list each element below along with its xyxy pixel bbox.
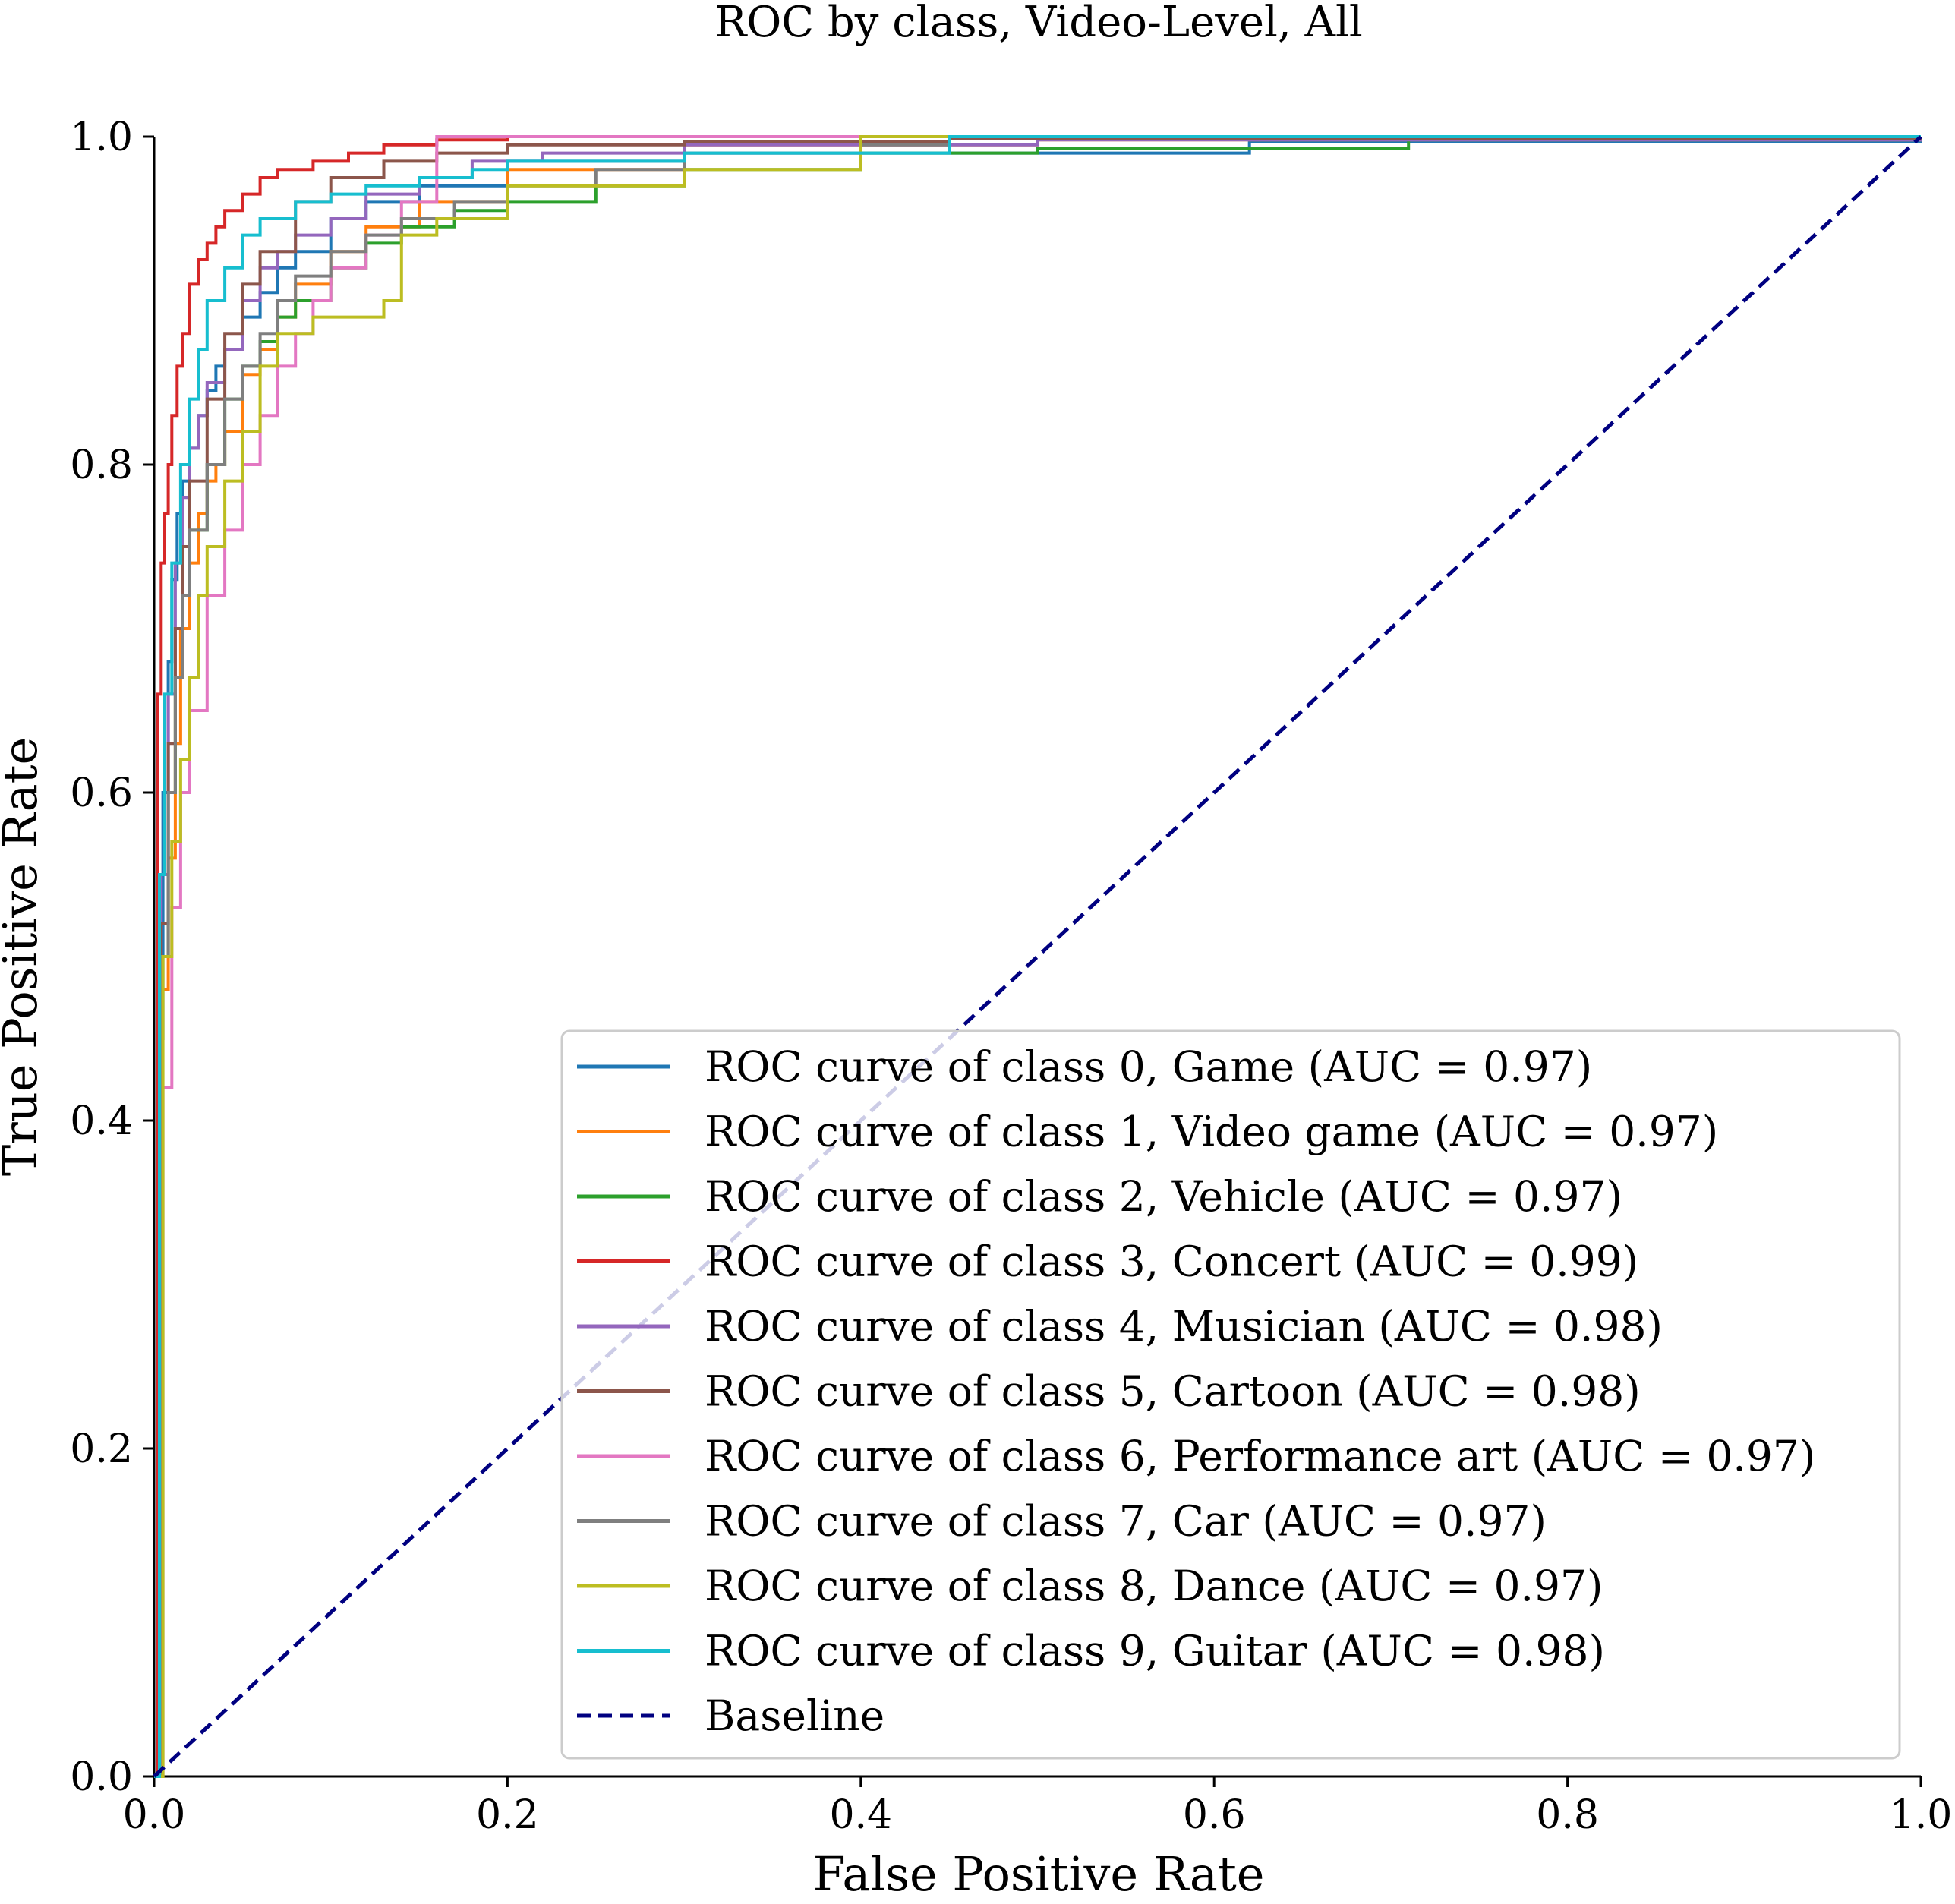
x-tick-label: 0.4 [829, 1792, 892, 1838]
x-tick-label: 0.8 [1536, 1792, 1599, 1838]
legend: ROC curve of class 0, Game (AUC = 0.97) R… [560, 1029, 1901, 1760]
series-line-class-3 [154, 135, 1921, 1778]
series-line-class-8 [154, 135, 1921, 1778]
legend-label: ROC curve of class 4, Musician (AUC = 0.… [705, 1302, 1663, 1351]
legend-label: ROC curve of class 2, Vehicle (AUC = 0.9… [705, 1172, 1622, 1221]
y-tick-label: 1.0 [70, 115, 133, 160]
chart-title: ROC by class, Video-Level, All [714, 0, 1363, 47]
series-line-class-7 [154, 135, 1921, 1778]
legend-label: ROC curve of class 7, Car (AUC = 0.97) [705, 1497, 1547, 1546]
y-ticks: 0.0 0.2 0.4 0.6 0.8 1.0 [70, 115, 154, 1800]
legend-label: ROC curve of class 8, Dance (AUC = 0.97) [705, 1562, 1603, 1610]
baseline-group [153, 135, 1922, 1778]
x-axis-label: False Positive Rate [813, 1846, 1265, 1902]
y-tick-label: 0.4 [70, 1099, 133, 1144]
legend-label: ROC curve of class 0, Game (AUC = 0.97) [705, 1042, 1592, 1091]
legend-label: ROC curve of class 1, Video game (AUC = … [705, 1108, 1718, 1156]
y-axis-label: True Positive Rate [0, 737, 48, 1176]
y-tick-label: 0.0 [70, 1754, 133, 1800]
y-tick-label: 0.6 [70, 771, 133, 816]
legend-frame [560, 1029, 1901, 1760]
x-tick-label: 1.0 [1890, 1792, 1953, 1838]
legend-label: Baseline [705, 1691, 884, 1740]
legend-label: ROC curve of class 9, Guitar (AUC = 0.98… [705, 1627, 1605, 1675]
x-tick-label: 0.6 [1183, 1792, 1246, 1838]
legend-label: ROC curve of class 5, Cartoon (AUC = 0.9… [705, 1367, 1641, 1416]
series-line-class-9 [154, 135, 1921, 1778]
series-line-class-5 [154, 137, 1922, 1778]
x-ticks: 0.0 0.2 0.4 0.6 0.8 1.0 [123, 1776, 1953, 1838]
legend-label: ROC curve of class 3, Concert (AUC = 0.9… [705, 1237, 1638, 1286]
baseline-line [153, 135, 1922, 1778]
y-tick-label: 0.8 [70, 443, 133, 488]
legend-label: ROC curve of class 6, Performance art (A… [705, 1432, 1815, 1480]
x-tick-label: 0.0 [123, 1792, 186, 1838]
series-group [154, 135, 1922, 1778]
x-tick-label: 0.2 [476, 1792, 539, 1838]
y-tick-label: 0.2 [70, 1426, 133, 1472]
